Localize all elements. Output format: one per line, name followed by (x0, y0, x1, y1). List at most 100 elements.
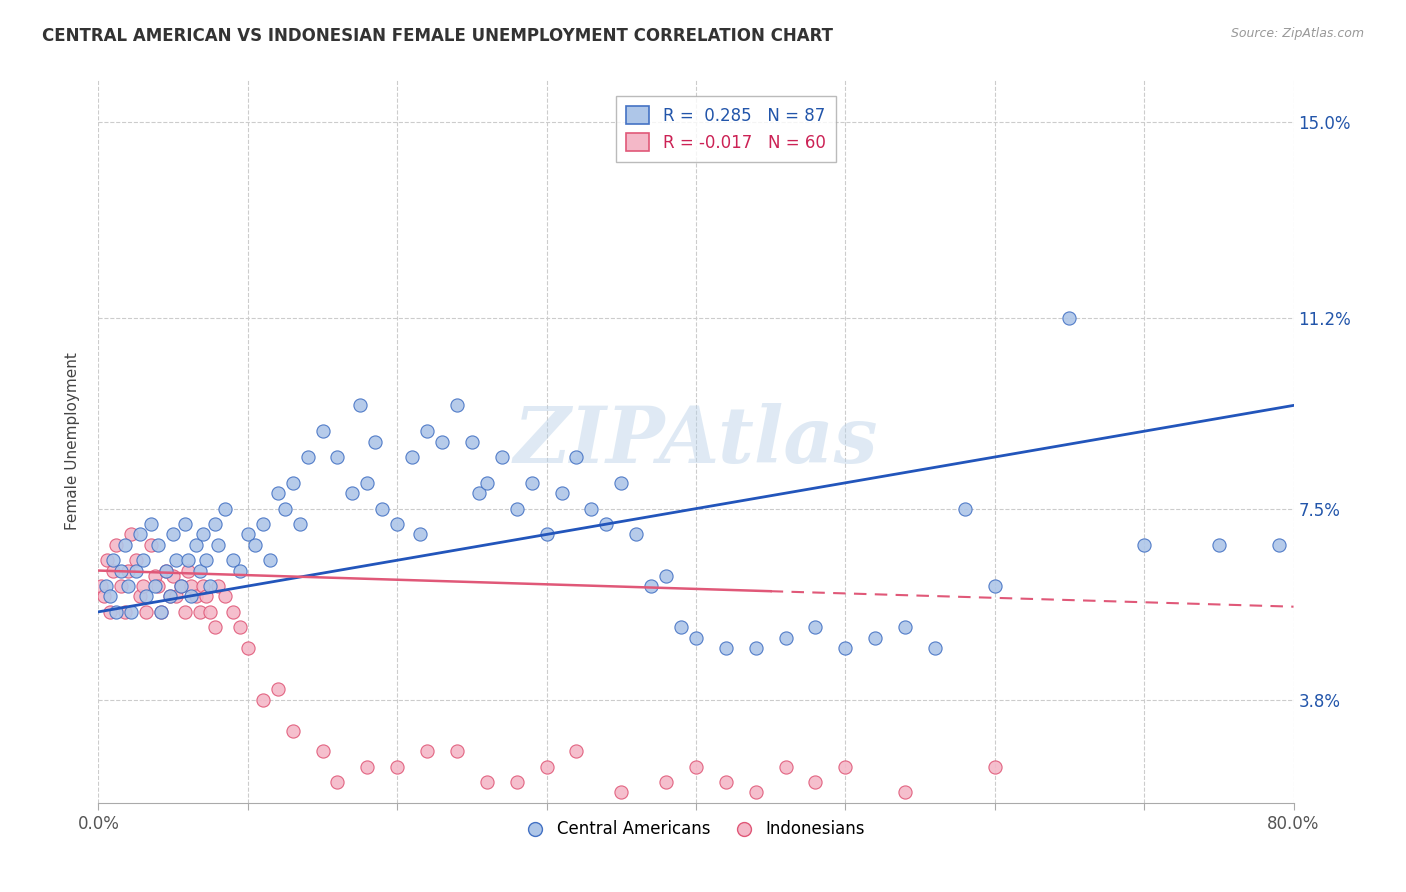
Point (640, 579, 662, 593)
Point (236, 527, 259, 541)
Point (222, 605, 245, 619)
Point (177, 553, 200, 567)
Point (506, 501, 529, 516)
Point (114, 538, 136, 552)
Point (214, 590, 236, 604)
Point (865, 631, 887, 645)
Point (491, 450, 513, 464)
Point (93, 590, 115, 604)
Point (165, 590, 187, 604)
Point (105, 605, 128, 619)
Point (1059, 310, 1081, 325)
Point (139, 517, 162, 532)
Point (685, 760, 707, 774)
Point (110, 579, 132, 593)
Point (288, 517, 311, 532)
Point (125, 564, 148, 578)
Point (174, 605, 197, 619)
Text: CENTRAL AMERICAN VS INDONESIAN FEMALE UNEMPLOYMENT CORRELATION CHART: CENTRAL AMERICAN VS INDONESIAN FEMALE UN… (42, 27, 834, 45)
Point (180, 590, 202, 604)
Point (297, 450, 319, 464)
Point (207, 538, 229, 552)
Legend: Central Americans, Indonesians: Central Americans, Indonesians (520, 814, 872, 845)
Point (165, 553, 187, 567)
Point (655, 568, 678, 582)
Point (184, 590, 207, 604)
Point (536, 760, 558, 774)
Point (204, 517, 226, 532)
Point (169, 579, 191, 593)
Point (745, 785, 768, 799)
Point (222, 553, 245, 567)
Point (162, 568, 184, 582)
Point (461, 434, 484, 449)
Point (125, 553, 148, 567)
Point (1267, 538, 1289, 552)
Point (669, 620, 692, 634)
Point (804, 775, 827, 789)
Point (1208, 538, 1230, 552)
Point (180, 579, 202, 593)
Point (94, 579, 117, 593)
Point (356, 475, 378, 490)
Point (685, 631, 707, 645)
Point (311, 744, 333, 758)
Point (120, 527, 142, 541)
Point (565, 450, 588, 464)
Point (349, 398, 371, 412)
Point (408, 527, 430, 541)
Point (267, 486, 290, 500)
Point (252, 692, 274, 706)
Point (804, 620, 827, 634)
Point (132, 553, 155, 567)
Point (120, 605, 142, 619)
Point (245, 538, 267, 552)
Point (143, 579, 166, 593)
Point (103, 553, 125, 567)
Point (894, 620, 917, 634)
Point (775, 760, 797, 774)
Point (1133, 538, 1156, 552)
Point (184, 538, 207, 552)
Text: ZIPAtlas: ZIPAtlas (513, 403, 879, 480)
Point (195, 590, 218, 604)
Point (90, 579, 112, 593)
Point (229, 620, 252, 634)
Point (105, 538, 128, 552)
Point (550, 486, 572, 500)
Point (281, 723, 304, 738)
Point (626, 527, 648, 541)
Point (200, 605, 222, 619)
Point (236, 640, 259, 655)
Point (98, 605, 122, 619)
Point (655, 775, 678, 789)
Point (155, 564, 177, 578)
Point (311, 424, 333, 438)
Point (274, 501, 297, 516)
Point (745, 640, 768, 655)
Point (110, 564, 132, 578)
Point (468, 486, 491, 500)
Point (207, 579, 229, 593)
Point (446, 744, 468, 758)
Point (200, 579, 222, 593)
Point (96, 553, 118, 567)
Point (159, 590, 181, 604)
Point (430, 434, 453, 449)
Point (114, 605, 136, 619)
Point (834, 760, 856, 774)
Point (150, 605, 173, 619)
Point (775, 631, 797, 645)
Point (401, 450, 423, 464)
Point (162, 527, 184, 541)
Point (342, 486, 364, 500)
Point (188, 605, 211, 619)
Point (385, 517, 409, 532)
Point (214, 501, 236, 516)
Point (610, 475, 633, 490)
Point (475, 775, 498, 789)
Point (150, 605, 173, 619)
Point (506, 775, 529, 789)
Point (174, 517, 197, 532)
Point (364, 434, 387, 449)
